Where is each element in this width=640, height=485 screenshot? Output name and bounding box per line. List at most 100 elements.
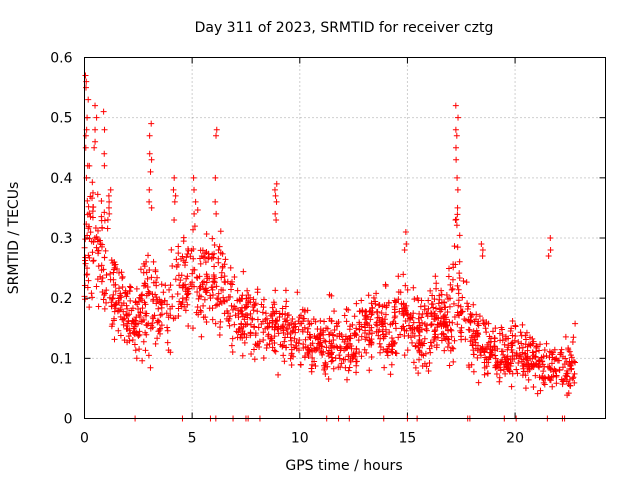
- data-point: [101, 162, 108, 169]
- data-point: [103, 271, 110, 278]
- data-point: [212, 198, 219, 205]
- data-point: [529, 349, 536, 356]
- data-point: [131, 331, 138, 338]
- data-point: [428, 321, 435, 328]
- data-point: [88, 238, 95, 245]
- data-point: [441, 312, 448, 319]
- data-point: [198, 309, 205, 316]
- data-point: [197, 255, 204, 262]
- data-point: [179, 295, 186, 302]
- data-point: [376, 317, 383, 324]
- data-point: [559, 364, 566, 371]
- data-point: [567, 352, 574, 359]
- data-point: [403, 327, 410, 334]
- data-point: [507, 356, 514, 363]
- data-point: [324, 350, 331, 357]
- data-point: [126, 327, 133, 334]
- data-point: [221, 273, 228, 280]
- data-point: [140, 282, 147, 289]
- data-point: [94, 276, 101, 283]
- data-point: [297, 312, 304, 319]
- data-point: [401, 310, 408, 317]
- data-point: [149, 320, 156, 327]
- data-point: [464, 300, 471, 307]
- data-point: [545, 253, 552, 260]
- data-point: [84, 284, 91, 291]
- data-point: [553, 355, 560, 362]
- data-point: [101, 217, 108, 224]
- data-point: [183, 254, 190, 261]
- data-point: [91, 234, 98, 241]
- data-point: [484, 370, 491, 377]
- data-point: [143, 269, 150, 276]
- data-point: [272, 320, 279, 327]
- data-point: [280, 352, 287, 359]
- data-point: [106, 198, 113, 205]
- data-point: [390, 338, 397, 345]
- data-point: [89, 179, 96, 186]
- data-point: [260, 354, 267, 361]
- data-point: [147, 325, 154, 332]
- data-point: [447, 281, 454, 288]
- data-point: [472, 316, 479, 323]
- data-point: [93, 244, 100, 251]
- data-point: [272, 348, 279, 355]
- data-point: [295, 347, 302, 354]
- data-point: [197, 247, 204, 254]
- data-point: [226, 322, 233, 329]
- data-point: [282, 344, 289, 351]
- data-point: [132, 320, 139, 327]
- data-point: [112, 288, 119, 295]
- data-point: [457, 303, 464, 310]
- data-point: [449, 285, 456, 292]
- data-point: [547, 247, 554, 254]
- data-point: [223, 315, 230, 322]
- data-point: [247, 330, 254, 337]
- data-point: [98, 243, 105, 250]
- data-point: [324, 363, 331, 370]
- data-point: [536, 374, 543, 381]
- data-point: [321, 362, 328, 369]
- data-point: [346, 335, 353, 342]
- data-point: [320, 327, 327, 334]
- data-point: [355, 337, 362, 344]
- data-point: [239, 292, 246, 299]
- data-point: [232, 305, 239, 312]
- data-point: [160, 289, 167, 296]
- data-point: [271, 186, 278, 193]
- data-point: [323, 344, 330, 351]
- data-point: [143, 321, 150, 328]
- data-point: [433, 341, 440, 348]
- data-point: [209, 235, 216, 242]
- data-point: [109, 260, 116, 267]
- data-point: [428, 311, 435, 318]
- data-point: [203, 231, 210, 238]
- data-point: [306, 331, 313, 338]
- data-point: [308, 320, 315, 327]
- data-point: [175, 261, 182, 268]
- data-point: [237, 334, 244, 341]
- data-point: [434, 321, 441, 328]
- data-point: [227, 313, 234, 320]
- data-point: [525, 360, 532, 367]
- data-point: [300, 341, 307, 348]
- data-point: [353, 325, 360, 332]
- data-point: [209, 305, 216, 312]
- data-point: [485, 359, 492, 366]
- data-point: [549, 383, 556, 390]
- data-point: [309, 348, 316, 355]
- data-point: [262, 316, 269, 323]
- data-point: [522, 385, 529, 392]
- data-point: [297, 361, 304, 368]
- data-point: [305, 352, 312, 359]
- data-point: [438, 287, 445, 294]
- data-point: [490, 328, 496, 335]
- data-point: [423, 325, 430, 332]
- data-point: [84, 271, 91, 278]
- data-point: [273, 308, 280, 315]
- data-point: [567, 362, 574, 369]
- data-point: [446, 362, 453, 369]
- data-point: [290, 323, 297, 330]
- data-point: [288, 341, 295, 348]
- data-point: [110, 269, 117, 276]
